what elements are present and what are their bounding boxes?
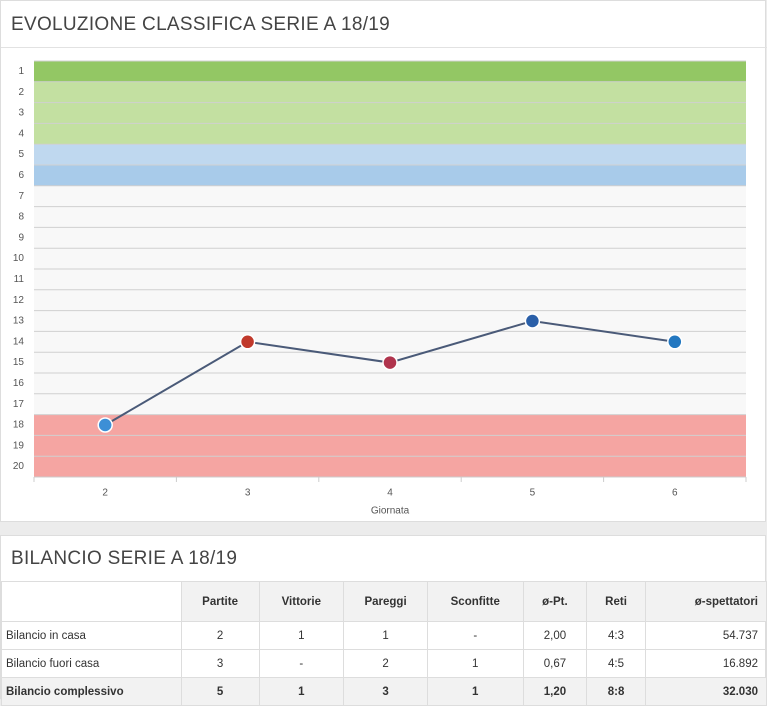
zone: [34, 81, 746, 145]
y-tick-label: 6: [18, 170, 24, 181]
y-tick-label: 17: [13, 399, 25, 410]
divider: [1, 47, 767, 48]
table-cell: 0,67: [522, 649, 588, 678]
y-tick-label: 9: [18, 232, 24, 243]
table-cell: 3: [180, 649, 260, 678]
header-row: Partite Vittorie Pareggi Sconfitte ø-Pt. Reti…: [1, 581, 767, 622]
header-cell: Pareggi: [343, 581, 428, 622]
y-tick-label: 8: [18, 212, 24, 223]
table-cell: 5: [180, 677, 260, 706]
y-tick-label: 1: [18, 66, 24, 77]
summary-table: Partite Vittorie Pareggi Sconfitte ø-Pt. Reti…: [1, 581, 767, 706]
y-tick-label: 7: [18, 191, 24, 202]
table-cell: 2,00: [522, 621, 588, 650]
y-tick-label: 11: [14, 274, 25, 285]
zone: [34, 144, 746, 165]
y-tick-label: 10: [13, 253, 25, 264]
y-tick-label: 4: [18, 128, 24, 139]
x-tick-label: 6: [672, 488, 678, 499]
team-marker: [524, 313, 541, 329]
summary-panel: BILANCIO SERIE A 18/19 Partite Vittorie Pa…: [0, 535, 767, 706]
header-cell: ø-spettatori: [644, 581, 767, 622]
y-tick-label: 20: [13, 461, 25, 472]
header-cell: [1, 581, 182, 622]
table-cell: 1: [426, 649, 524, 678]
table-cell: 2: [180, 621, 260, 650]
table-cell: 8:8: [586, 677, 646, 706]
table-cell: 54.737: [644, 621, 767, 650]
chart-title: EVOLUZIONE CLASSIFICA SERIE A 18/19: [11, 14, 391, 35]
x-tick-label: 4: [387, 488, 393, 499]
row-label: Bilancio complessivo: [1, 677, 182, 706]
x-tick-label: 3: [245, 488, 251, 499]
table-row: Bilancio in casa 2 1 1-2,00 4:3 54.737: [1, 621, 767, 650]
zone: [34, 165, 746, 186]
y-tick-label: 14: [13, 336, 25, 347]
y-tick-label: 5: [18, 149, 24, 160]
table-row: Bilancio complessivo 5 1 3 1 1,20 8:8 32.030: [1, 677, 767, 706]
header-cell: Partite: [180, 581, 260, 622]
table-cell: 16.892: [644, 649, 767, 678]
zone: [34, 61, 746, 82]
team-marker: [382, 354, 398, 371]
table-cell: 3: [343, 677, 428, 706]
summary-title: BILANCIO SERIE A 18/19: [11, 548, 238, 569]
header-cell: Reti: [586, 581, 646, 622]
team-marker: [667, 334, 683, 350]
x-tick-label: 5: [530, 488, 536, 499]
table-cell: 1: [343, 621, 428, 650]
table-cell: 4:3: [586, 621, 646, 650]
table-row: Bilancio fuori casa 3-2 1 0,67 4:5 16.892: [1, 649, 767, 678]
y-tick-label: 13: [13, 316, 25, 327]
table-cell: 2: [343, 649, 428, 678]
zone: [34, 414, 746, 477]
x-tick-label: 2: [102, 488, 108, 499]
y-tick-label: 18: [13, 420, 25, 431]
header-cell: Vittorie: [258, 581, 345, 622]
y-tick-label: 16: [13, 378, 25, 389]
table-cell: 1: [426, 677, 524, 706]
team-marker: [239, 334, 256, 350]
table-cell: -: [426, 621, 524, 650]
y-tick-label: 19: [13, 440, 25, 451]
y-tick-label: 15: [13, 357, 25, 368]
row-label: Bilancio fuori casa: [1, 649, 182, 678]
header-cell: Sconfitte: [426, 581, 524, 622]
x-axis-label: Giornata: [371, 506, 410, 517]
team-marker: [97, 417, 113, 433]
y-tick-label: 2: [18, 87, 24, 98]
table-cell: 1,20: [522, 677, 588, 706]
table-cell: 1: [258, 677, 345, 706]
header-cell: ø-Pt.: [522, 581, 588, 622]
y-tick-label: 12: [13, 295, 25, 306]
row-label: Bilancio in casa: [1, 621, 182, 650]
table-cell: 32.030: [644, 677, 767, 706]
y-tick-label: 3: [18, 108, 24, 119]
table-cell: -: [258, 649, 345, 678]
table-cell: 1: [258, 621, 345, 650]
table-cell: 4:5: [586, 649, 646, 678]
